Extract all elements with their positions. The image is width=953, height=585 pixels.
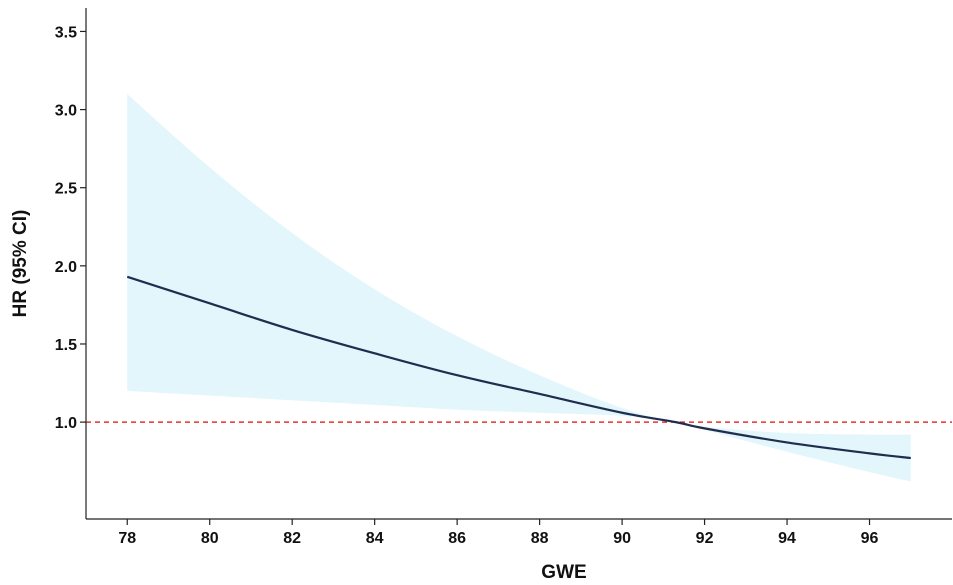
y-tick-label: 2.0 — [55, 259, 77, 276]
x-tick-label: 84 — [366, 530, 384, 547]
y-tick-label: 1.0 — [55, 415, 77, 432]
y-axis-title: HR (95% CI) — [10, 210, 31, 318]
x-tick-label: 92 — [696, 530, 714, 547]
x-tick-label: 94 — [778, 530, 796, 547]
x-tick-label: 90 — [613, 530, 631, 547]
x-axis-title: GWE — [541, 562, 586, 583]
x-tick-label: 80 — [201, 530, 219, 547]
y-tick-label: 2.5 — [55, 181, 77, 198]
x-tick-label: 88 — [531, 530, 549, 547]
hr-curve — [126, 275, 911, 460]
x-tick-label: 82 — [283, 530, 301, 547]
y-tick-label: 3.0 — [55, 103, 77, 120]
x-axis-ticks: 78 80 82 84 86 88 90 92 94 96 — [118, 519, 879, 547]
y-axis-ticks: 1.0 1.5 2.0 2.5 3.0 3.5 — [55, 24, 86, 432]
x-tick-label: 86 — [448, 530, 466, 547]
ci-band-layer — [127, 93, 911, 482]
y-tick-label: 3.5 — [55, 24, 77, 41]
x-tick-label: 96 — [861, 530, 879, 547]
confidence-band — [127, 93, 911, 482]
x-tick-label: 78 — [118, 530, 136, 547]
y-tick-label: 1.5 — [55, 337, 77, 354]
